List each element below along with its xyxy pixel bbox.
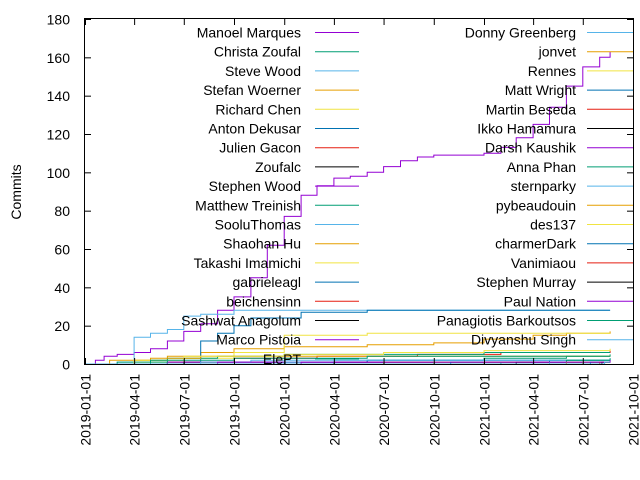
legend-label-vanimiaou: Vanimiaou (511, 255, 576, 271)
x-tick-label: 2021-10-01 (626, 374, 640, 446)
legend-label-zoufalc: Zoufalc (255, 159, 301, 175)
x-tick-label: 2019-10-01 (227, 374, 243, 446)
legend-label-matt-wright: Matt Wright (505, 82, 576, 98)
x-tick-label: 2021-07-01 (575, 374, 591, 446)
y-tick-label: 80 (54, 203, 70, 219)
x-tick-label: 2021-01-01 (476, 374, 492, 446)
legend-label-manoel-marques: Manoel Marques (197, 25, 301, 41)
legend-label-paul-nation: Paul Nation (504, 293, 576, 309)
legend-label-matthew-treinish: Matthew Treinish (195, 197, 301, 213)
legend-label-sternparky: sternparky (511, 178, 576, 194)
legend-label-richard-chen: Richard Chen (215, 101, 301, 117)
legend-label-sashwat-anagolum: Sashwat Anagolum (181, 313, 301, 329)
legend-label-jonvet: jonvet (538, 44, 576, 60)
x-tick-label: 2019-01-01 (78, 374, 94, 446)
legend-label-stephen-murray: Stephen Murray (476, 274, 576, 290)
legend: Manoel Marques Christa Zoufal Steve Wood St… (181, 25, 633, 367)
legend-label-anton-dekusar: Anton Dekusar (208, 121, 301, 137)
series-line-stefan-woerner (85, 331, 611, 365)
legend-label-steve-wood: Steve Wood (225, 63, 301, 79)
legend-label-donny-greenberg: Donny Greenberg (465, 25, 576, 41)
plot-frame (84, 18, 634, 365)
x-tick-label: 2019-07-01 (176, 374, 192, 446)
legend-label-julien-gacon: Julien Gacon (219, 140, 301, 156)
legend-label-rennes: Rennes (528, 63, 576, 79)
legend-label-darsh-kaushik: Darsh Kaushik (485, 140, 577, 156)
y-tick-label: 60 (54, 242, 70, 258)
legend-label-divyanshu-singh: Divyanshu Singh (471, 332, 576, 348)
y-tick-label: 140 (47, 88, 71, 104)
legend-label-charmerdark: charmerDark (495, 236, 577, 252)
legend-label-ikko-hamamura: Ikko Hamamura (477, 121, 576, 137)
legend-label-christa-zoufal: Christa Zoufal (214, 44, 301, 60)
x-tick-label: 2019-04-01 (127, 374, 143, 446)
x-tick-label: 2020-01-01 (277, 374, 293, 446)
y-tick-label: 180 (47, 12, 71, 28)
legend-label-stefan-woerner: Stefan Woerner (203, 82, 301, 98)
legend-label-sooluthomas: SooluThomas (215, 217, 301, 233)
legend-label-elept: ElePT (263, 351, 302, 367)
legend-label-beichensinn: beichensinn (226, 293, 301, 309)
legend-label-martin-beseda: Martin Beseda (486, 101, 576, 117)
x-tick-label: 2020-10-01 (426, 374, 442, 446)
legend-label-des137: des137 (530, 217, 576, 233)
legend-label-stephen-wood: Stephen Wood (209, 178, 301, 194)
y-tick-label: 120 (47, 127, 71, 143)
x-tick-label: 2020-07-01 (376, 374, 392, 446)
x-tick-label: 2021-04-01 (526, 374, 542, 446)
legend-label-takashi-imamichi: Takashi Imamichi (194, 255, 301, 271)
y-tick-label: 100 (47, 165, 71, 181)
y-axis-label: Commits (8, 164, 24, 219)
series-line-manoel-marques (85, 51, 611, 365)
x-tick-label: 2020-04-01 (326, 374, 342, 446)
series-line-takashi-imamichi (85, 348, 611, 365)
axes: 0 20 40 60 80 100 120 140 160 180 2019-01-01 2019-0… (47, 12, 640, 446)
y-tick-label: 20 (54, 318, 70, 334)
legend-label-panagiotis-barkoutsos: Panagiotis Barkoutsos (437, 313, 576, 329)
legend-label-shaohan-hu: Shaohan Hu (223, 236, 301, 252)
y-tick-label: 0 (62, 357, 70, 373)
legend-label-gabrieleagl: gabrieleagl (233, 274, 302, 290)
series-line-panagiotis-barkoutsos (85, 355, 611, 365)
legend-label-pybeaudouin: pybeaudouin (496, 197, 576, 213)
legend-label-marco-pistoia: Marco Pistoia (216, 332, 301, 348)
y-tick-label: 40 (54, 280, 70, 296)
y-tick-label: 160 (47, 50, 71, 66)
legend-label-anna-phan: Anna Phan (507, 159, 576, 175)
